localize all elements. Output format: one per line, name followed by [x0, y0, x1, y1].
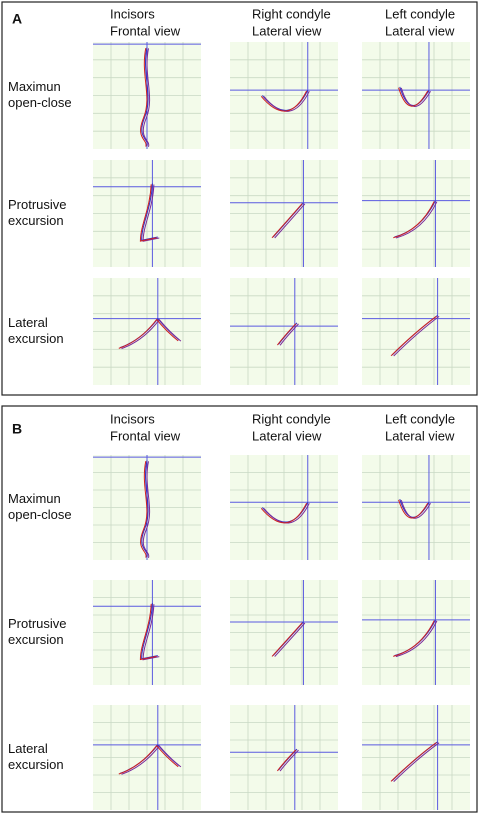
trajectory — [390, 315, 437, 357]
trajectory — [142, 184, 160, 242]
row-label: Lateral — [8, 315, 48, 330]
trajectory — [139, 184, 157, 242]
column-header: Left condyle — [385, 6, 455, 21]
panel-label: B — [12, 421, 22, 437]
trajectory — [398, 499, 429, 519]
row-label: Maximun — [8, 79, 61, 94]
column-header: Incisors — [110, 411, 155, 426]
column-header: Lateral view — [252, 23, 322, 38]
trajectory — [142, 48, 151, 147]
row-label: excursion — [8, 757, 64, 772]
column-header: Lateral view — [252, 428, 322, 443]
trajectory — [121, 318, 182, 350]
trajectory — [118, 744, 179, 775]
trajectory — [118, 318, 179, 349]
trajectory — [393, 201, 435, 239]
trajectory — [260, 90, 308, 112]
trajectory — [393, 315, 440, 357]
column-header: Incisors — [110, 6, 155, 21]
trajectory — [141, 47, 149, 146]
row-label: Maximun — [8, 491, 61, 506]
column-header: Right condyle — [252, 411, 331, 426]
trajectory — [139, 603, 157, 661]
trajectory — [398, 87, 429, 107]
trajectory — [140, 460, 148, 558]
trajectory — [276, 323, 297, 346]
row-label: Protrusive — [8, 616, 67, 631]
trajectory — [279, 323, 299, 346]
trajectory — [142, 604, 160, 661]
trajectory — [399, 86, 430, 106]
trajectory — [260, 502, 308, 524]
trajectory — [141, 603, 158, 660]
trajectory — [263, 503, 310, 524]
column-header: Lateral view — [385, 23, 455, 38]
column-header: Frontal view — [110, 428, 181, 443]
trajectory — [271, 622, 303, 657]
trajectory — [395, 201, 438, 239]
row-label: excursion — [8, 213, 64, 228]
row-label: open-close — [8, 507, 72, 522]
row-label: excursion — [8, 632, 64, 647]
trajectory — [400, 87, 431, 107]
row-label: excursion — [8, 331, 64, 346]
column-header: Left condyle — [385, 411, 455, 426]
trajectory — [393, 742, 440, 782]
column-header: Frontal view — [110, 23, 181, 38]
panel-label: A — [12, 11, 22, 27]
panel-frame — [1, 405, 478, 813]
trajectory — [395, 620, 438, 658]
trajectory — [390, 742, 437, 782]
trajectory — [274, 622, 306, 657]
trajectory — [142, 461, 151, 559]
trajectory — [121, 745, 182, 775]
trajectory — [141, 183, 158, 241]
row-label: open-close — [8, 95, 72, 110]
trajectory — [393, 620, 435, 657]
trajectory — [276, 749, 297, 772]
trajectory — [140, 48, 148, 147]
row-label: Protrusive — [8, 197, 67, 212]
panel-frame — [1, 1, 478, 396]
column-header: Lateral view — [385, 428, 455, 443]
trajectory — [141, 460, 149, 558]
trajectory — [279, 749, 299, 772]
row-label: Lateral — [8, 741, 48, 756]
trajectory — [263, 90, 310, 112]
trajectory — [271, 203, 303, 239]
trajectory — [274, 203, 306, 239]
column-header: Right condyle — [252, 6, 331, 21]
